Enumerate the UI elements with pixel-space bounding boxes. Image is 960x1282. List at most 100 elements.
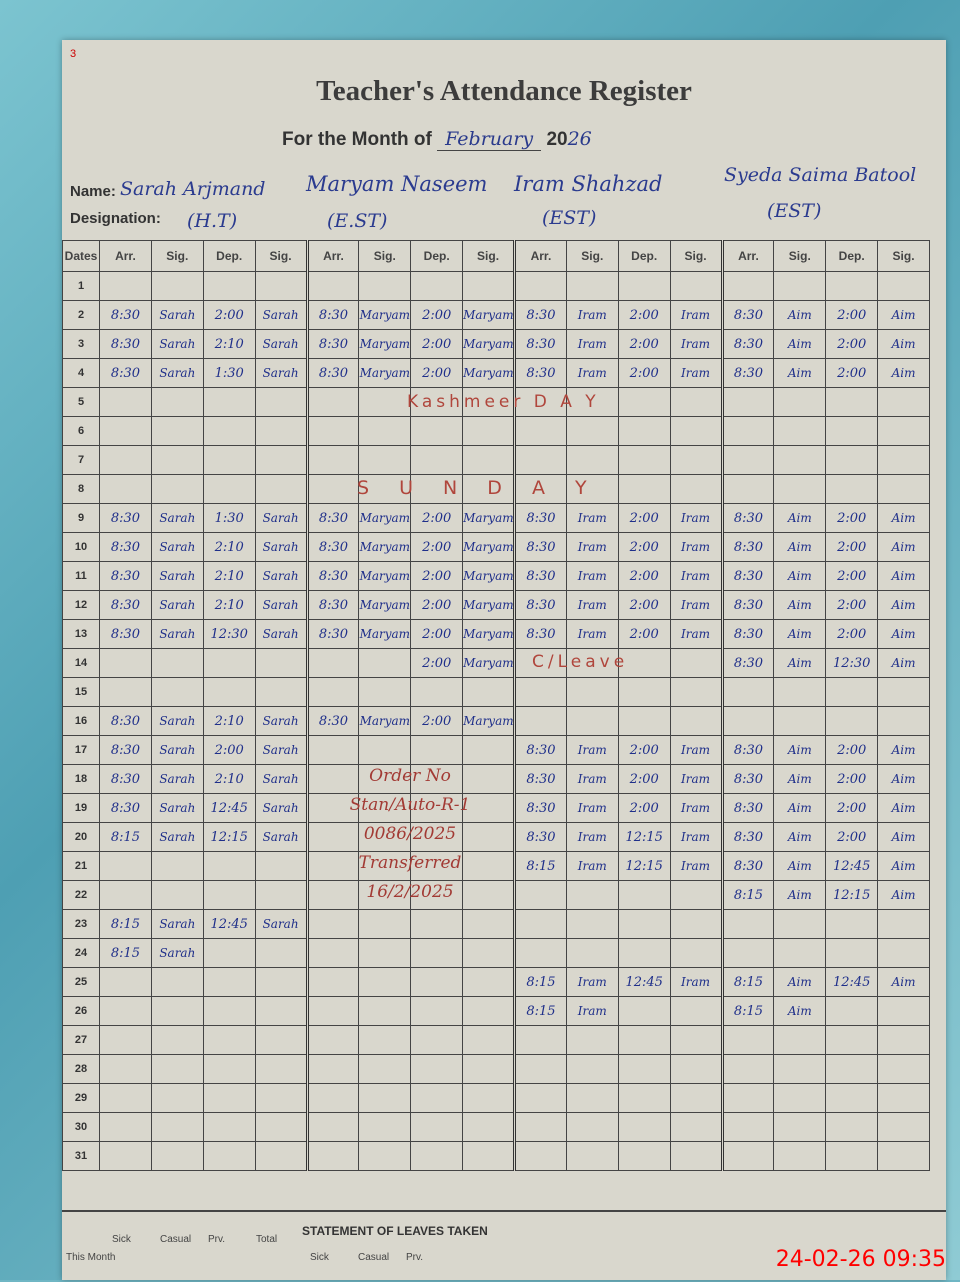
signature-cell [150, 1083, 204, 1113]
signature-cell [150, 996, 204, 1026]
column-header-sig: Sig. [565, 240, 619, 272]
departure-cell [825, 1112, 879, 1142]
departure-cell: 1:30 [202, 503, 256, 533]
arrival-cell: 8:30 [513, 793, 567, 823]
arrival-cell [305, 822, 360, 852]
arrival-cell: 8:30 [720, 561, 775, 591]
signature-cell: Iram [669, 503, 723, 533]
signature-cell [462, 764, 515, 794]
signature-cell [877, 996, 930, 1026]
signature-cell [254, 880, 308, 910]
signature-cell [358, 938, 412, 968]
signature-cell [150, 880, 204, 910]
signature-cell: Aim [773, 996, 827, 1026]
date-cell: 2 [62, 300, 100, 330]
arrival-cell: 8:30 [513, 590, 567, 620]
date-cell: 11 [62, 561, 100, 591]
arrival-cell: 8:15 [513, 996, 567, 1026]
departure-cell: 12:15 [825, 880, 879, 910]
departure-cell [202, 387, 256, 417]
signature-cell [773, 387, 827, 417]
leaves-header: Prv. [406, 1252, 424, 1263]
teacher-designation-4: (EST) [767, 200, 822, 222]
signature-cell [462, 1025, 515, 1055]
signature-cell [669, 387, 723, 417]
table-row: 28 [62, 1054, 930, 1084]
signature-cell: Iram [669, 300, 723, 330]
table-row: 15 [62, 677, 930, 707]
signature-cell [669, 1083, 723, 1113]
departure-cell: 2:00 [617, 503, 671, 533]
signature-cell [358, 1112, 412, 1142]
arrival-cell: 8:30 [720, 532, 775, 562]
arrival-cell: 8:30 [99, 561, 152, 591]
order-line: Order No [369, 766, 451, 786]
arrival-cell [720, 474, 775, 504]
signature-cell: Aim [773, 822, 827, 852]
arrival-cell: 8:30 [305, 706, 360, 736]
signature-cell [254, 271, 308, 301]
column-header-dep: Dep. [410, 240, 464, 272]
date-cell: 16 [62, 706, 100, 736]
table-row: 22 8:15 Aim 12:15 Aim [62, 880, 930, 910]
signature-cell [565, 1025, 619, 1055]
date-cell: 7 [62, 445, 100, 475]
arrival-cell: 8:30 [99, 590, 152, 620]
arrival-cell [305, 938, 360, 968]
arrival-cell [99, 271, 152, 301]
departure-cell: 2:00 [202, 300, 256, 330]
table-row: 24 8:15 Sarah [62, 938, 930, 968]
departure-cell [617, 706, 671, 736]
signature-cell [462, 967, 515, 997]
departure-cell [825, 996, 879, 1026]
signature-cell: Aim [877, 764, 930, 794]
signature-cell [877, 1112, 930, 1142]
signature-cell: Sarah [254, 561, 308, 591]
arrival-cell: 8:30 [99, 619, 152, 649]
arrival-cell [513, 938, 567, 968]
arrival-cell: 8:30 [513, 561, 567, 591]
arrival-cell: 8:30 [720, 764, 775, 794]
table-row: 18 8:30 Sarah 2:10 Sarah 8:30 Iram 2:00 Iram 8:30… [62, 764, 930, 794]
signature-cell [358, 1141, 412, 1171]
signature-cell [565, 1083, 619, 1113]
departure-cell: 2:00 [410, 561, 464, 591]
departure-cell: 2:00 [825, 735, 879, 765]
signature-cell: Aim [877, 590, 930, 620]
arrival-cell [513, 1025, 567, 1055]
departure-cell [617, 271, 671, 301]
departure-cell [410, 271, 464, 301]
departure-cell: 2:00 [825, 822, 879, 852]
departure-cell [617, 1083, 671, 1113]
signature-cell: Maryam [358, 358, 412, 388]
departure-cell [202, 967, 256, 997]
table-row: 7 [62, 445, 930, 475]
signature-cell [358, 793, 412, 823]
signature-cell: Iram [565, 561, 619, 591]
date-cell: 21 [62, 851, 100, 881]
signature-cell [773, 416, 827, 446]
signature-cell: Aim [877, 561, 930, 591]
departure-cell: 2:10 [202, 532, 256, 562]
signature-cell [565, 706, 619, 736]
departure-cell: 2:00 [202, 735, 256, 765]
signature-cell: Sarah [150, 706, 204, 736]
page-mark: 3 [70, 48, 77, 60]
signature-cell [254, 474, 308, 504]
signature-cell [254, 1083, 308, 1113]
column-header-dep: Dep. [825, 240, 879, 272]
signature-cell [462, 735, 515, 765]
arrival-cell [513, 416, 567, 446]
table-row: 26 8:15 Iram 8:15 Aim [62, 996, 930, 1026]
departure-cell: 12:45 [825, 851, 879, 881]
teacher-name-3: Iram Shahzad [514, 172, 663, 196]
departure-cell [825, 677, 879, 707]
arrival-cell: 8:30 [720, 822, 775, 852]
date-cell: 20 [62, 822, 100, 852]
table-row: 8 [62, 474, 930, 504]
arrival-cell: 8:30 [99, 735, 152, 765]
signature-cell [150, 474, 204, 504]
table-row: 19 8:30 Sarah 12:45 Sarah 8:30 Iram 2:00 Iram 8:3… [62, 793, 930, 823]
signature-cell [877, 909, 930, 939]
signature-cell: Aim [877, 300, 930, 330]
